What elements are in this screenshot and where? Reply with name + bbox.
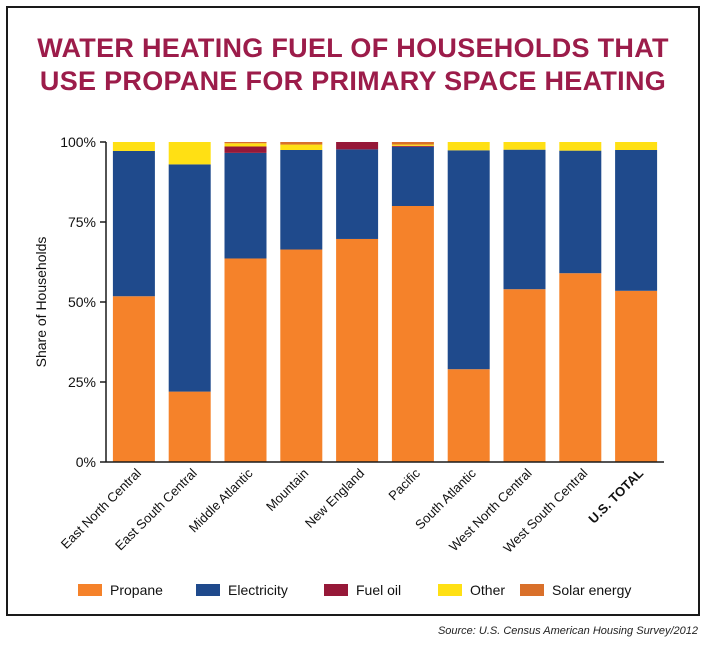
bar-segment-electricity [503, 149, 546, 290]
bar-segment-solar-energy [391, 142, 434, 145]
bar-segment-propane [336, 238, 379, 462]
bar-segment-electricity [391, 146, 434, 206]
y-tick-label: 0% [76, 454, 96, 470]
bar-segment-other [615, 142, 658, 150]
legend: Propane Electricity Fuel oil Other Solar ene… [78, 582, 631, 598]
bar-segment-other [280, 144, 323, 150]
title-line-2: USE PROPANE FOR PRIMARY SPACE HEATING [39, 66, 667, 96]
bar-segment-electricity [447, 150, 490, 370]
legend-label: Electricity [228, 582, 288, 598]
bar-segment-propane [112, 296, 155, 462]
axes [105, 142, 664, 463]
y-axis-title: Share of Households [33, 237, 49, 368]
bars [112, 142, 658, 462]
bar-segment-propane [391, 206, 434, 462]
legend-swatch [324, 584, 348, 596]
x-tick-label: New England [302, 466, 367, 531]
bar-segment-electricity [336, 149, 379, 239]
bar-segment-other [391, 144, 434, 146]
legend-swatch [520, 584, 544, 596]
bar-segment-electricity [224, 152, 267, 259]
source-note: Source: U.S. Census American Housing Sur… [437, 625, 698, 637]
bar-segment-other [559, 142, 602, 151]
bar-segment-electricity [559, 150, 602, 274]
bar-segment-other [224, 143, 267, 147]
legend-swatch [438, 584, 462, 596]
legend-label: Other [470, 582, 505, 598]
y-tick-label: 75% [68, 214, 96, 230]
x-tick-label: Pacific [385, 465, 423, 503]
bar-segment-electricity [168, 164, 211, 392]
chart-frame [6, 6, 700, 616]
bar-segment-propane [447, 369, 490, 462]
y-tick-label: 50% [68, 294, 96, 310]
legend-swatch [78, 584, 102, 596]
bar-segment-solar-energy [224, 142, 267, 144]
bar-segment-electricity [280, 150, 323, 250]
bar-segment-propane [503, 289, 546, 462]
bar-segment-other [168, 142, 211, 165]
legend-label: Solar energy [552, 582, 631, 598]
y-tick-label: 25% [68, 374, 96, 390]
chart-title: WATER HEATING FUEL OF HOUSEHOLDS THAT US… [6, 32, 700, 98]
bar-segment-fuel-oil [336, 142, 379, 150]
bar-segment-propane [280, 249, 323, 462]
bar-segment-other [447, 142, 490, 151]
bar-segment-electricity [615, 150, 658, 291]
bar-segment-propane [615, 290, 658, 462]
bar-segment-electricity [112, 150, 155, 297]
legend-label: Fuel oil [356, 582, 401, 598]
x-tick-label: U.S. TOTAL [585, 465, 646, 526]
bar-segment-propane [168, 391, 211, 462]
title-line-1: WATER HEATING FUEL OF HOUSEHOLDS THAT [37, 33, 669, 63]
y-tick-label: 100% [60, 134, 96, 150]
legend-label: Propane [110, 582, 163, 598]
bar-segment-fuel-oil [224, 146, 267, 153]
x-tick-label: Mountain [263, 466, 311, 514]
y-ticks: 0% 25% 50% 75% 100% [60, 134, 106, 470]
bar-segment-solar-energy [280, 142, 323, 145]
bar-segment-propane [559, 273, 602, 462]
y-axis-title-group: Share of Households [33, 237, 49, 368]
legend-swatch [196, 584, 220, 596]
bar-segment-other [503, 142, 546, 150]
bar-segment-fuel-oil [391, 145, 434, 147]
bar-segment-other [112, 142, 155, 151]
bar-segment-propane [224, 258, 267, 462]
